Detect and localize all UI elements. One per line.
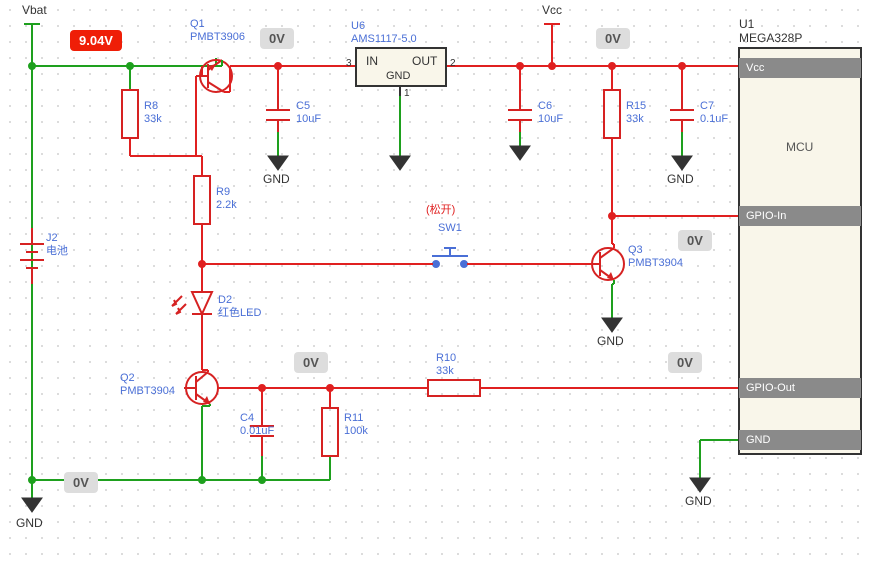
lbl-r10: R1033k — [436, 352, 456, 377]
badge-gnd-bl: 0V — [64, 472, 98, 493]
gnd-u6 — [390, 156, 410, 170]
comp-r8 — [122, 90, 138, 138]
comp-c7 — [670, 96, 694, 132]
net-vbat: Vbat — [22, 4, 47, 18]
lbl-sw1-state: (松开) — [426, 204, 455, 217]
lbl-u6-out: OUT — [412, 54, 437, 68]
comp-sw1 — [432, 248, 468, 267]
lbl-q3: Q3PMBT3904 — [628, 244, 683, 269]
gnd-bl — [22, 498, 42, 512]
wire-q1-base-chain — [130, 66, 202, 370]
gnd-symbols — [22, 146, 710, 512]
lbl-u1-ref: U1MEGA328P — [739, 18, 802, 46]
comp-r9 — [194, 176, 210, 224]
lbl-c5: C510uF — [296, 100, 321, 125]
badge-vcc: 0V — [596, 28, 630, 49]
comp-r10 — [428, 380, 480, 396]
badge-q1: 0V — [260, 28, 294, 49]
lbl-u1-vcc: Vcc — [746, 62, 764, 74]
lbl-gnd-c7: GND — [667, 172, 694, 186]
comp-c6 — [508, 96, 532, 132]
lbl-u1-gpioin: GPIO-In — [746, 210, 786, 222]
lbl-r11: R11100k — [344, 412, 368, 437]
lbl-gnd-u1: GND — [685, 494, 712, 508]
badge-q2: 0V — [294, 352, 328, 373]
badge-vbat: 9.04V — [70, 30, 122, 51]
lbl-u6-p2: 2 — [450, 58, 456, 70]
comp-q3 — [588, 248, 624, 280]
lbl-q2: Q2PMBT3904 — [120, 372, 175, 397]
wire-sw1 — [199, 261, 592, 267]
lbl-gnd-c5: GND — [263, 172, 290, 186]
comp-r11 — [322, 408, 338, 456]
comp-r15 — [604, 90, 620, 138]
schematic-canvas — [0, 0, 873, 567]
lbl-r8: R833k — [144, 100, 162, 125]
comp-q2 — [184, 372, 218, 404]
net-vcc: Vcc — [542, 4, 562, 18]
gnd-u1 — [690, 478, 710, 492]
lbl-gnd-bl: GND — [16, 516, 43, 530]
lbl-j2: J2电池 — [46, 232, 68, 257]
lbl-c4: C40.01uF — [240, 412, 274, 437]
lbl-u6-p1: 1 — [404, 88, 410, 100]
lbl-u6-ref: U6AMS1117-5.0 — [351, 20, 417, 45]
comp-d2 — [172, 290, 212, 320]
comp-q1 — [196, 60, 232, 92]
badge-gpioout: 0V — [668, 352, 702, 373]
lbl-gnd-q3: GND — [597, 334, 624, 348]
lbl-sw1: SW1 — [438, 222, 462, 235]
gnd-q3 — [602, 318, 622, 332]
lbl-d2: D2红色LED — [218, 294, 261, 319]
comp-c5 — [266, 96, 290, 132]
lbl-u1-gnd: GND — [746, 434, 770, 446]
lbl-u6-in: IN — [366, 54, 378, 68]
lbl-u6-gnd: GND — [386, 70, 410, 82]
wire-gpio-in — [609, 138, 739, 244]
lbl-c7: C70.1uF — [700, 100, 728, 125]
gnd-c5 — [268, 156, 288, 170]
lbl-q1: Q1PMBT3906 — [190, 18, 245, 43]
lbl-r9: R92.2k — [216, 186, 237, 211]
badge-q3: 0V — [678, 230, 712, 251]
lbl-c6: C610uF — [538, 100, 563, 125]
lbl-r15: R1533k — [626, 100, 646, 125]
gnd-c7 — [672, 156, 692, 170]
lbl-u1-gpioout: GPIO-Out — [746, 382, 795, 394]
wire-q1c-to-u6 — [230, 63, 356, 96]
gnd-c6 — [510, 146, 530, 160]
lbl-u1-body: MCU — [786, 140, 813, 154]
wire-vcc-rail — [446, 24, 739, 96]
lbl-u6-p3: 3 — [346, 58, 352, 70]
